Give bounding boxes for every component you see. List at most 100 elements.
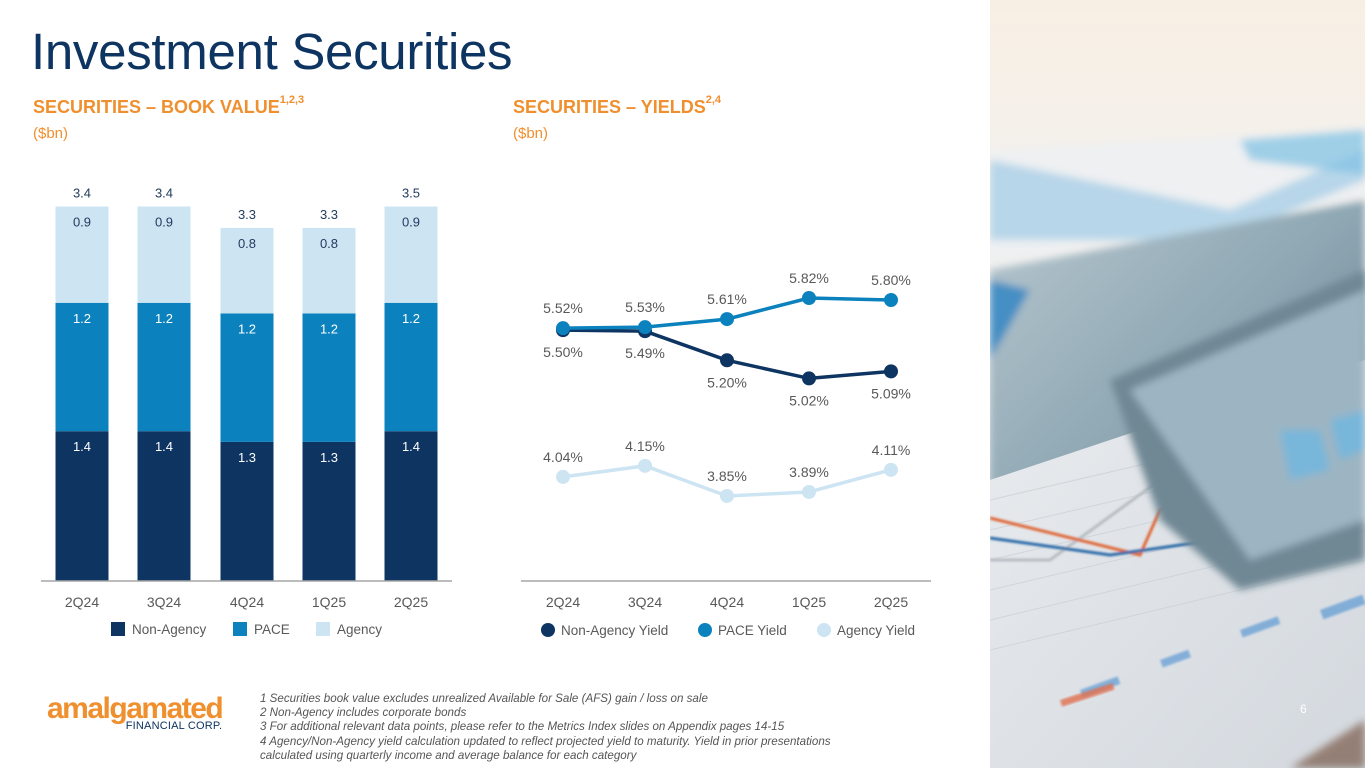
bar-segment-label: 0.8	[320, 236, 338, 251]
yields-title-text: SECURITIES – YIELDS	[513, 97, 706, 117]
logo-wordmark: amalgamated	[47, 692, 224, 725]
legend-label: Agency	[337, 622, 382, 637]
yields-unit: ($bn)	[513, 125, 549, 142]
bar-total-label: 3.4	[155, 186, 173, 201]
data-point	[720, 488, 734, 503]
x-axis-tick-label: 1Q25	[312, 594, 346, 610]
tablet-chart-photo	[990, 0, 1365, 768]
bar-segment-agency	[302, 227, 356, 314]
data-point	[802, 291, 816, 305]
legend-label: PACE	[254, 622, 290, 637]
bar-segment-agency	[137, 206, 191, 303]
data-point	[802, 484, 816, 499]
bar-segment-pace	[302, 313, 356, 442]
legend-label: Agency Yield	[837, 623, 915, 638]
footnote-2: 2 Non-Agency includes corporate bonds	[260, 706, 467, 720]
data-label: 4.04%	[543, 449, 583, 465]
legend-label: Non-Agency	[132, 622, 207, 637]
data-point	[556, 469, 570, 484]
slide-title: Investment Securities	[31, 23, 513, 80]
footnote-4: 4 Agency/Non-Agency yield calculation up…	[260, 734, 831, 748]
bar-segment-label: 0.9	[73, 215, 91, 230]
yields-footnote-ref: 2,4	[705, 94, 722, 106]
data-point	[884, 293, 898, 308]
bar-segment-label: 0.9	[155, 215, 173, 230]
data-label: 5.49%	[625, 345, 665, 361]
bar-segment-non-agency	[55, 431, 109, 581]
bar-segment-label: 0.9	[402, 215, 420, 230]
bar-segment-non-agency	[302, 441, 356, 581]
book-value-title-text: SECURITIES – BOOK VALUE	[33, 97, 280, 117]
legend-marker	[698, 623, 712, 637]
data-label: 4.15%	[625, 438, 665, 454]
company-logo: amalgamated FINANCIAL CORP.	[47, 692, 224, 733]
data-label: 5.09%	[871, 385, 911, 401]
book-value-footnote-ref: 1,2,3	[279, 94, 305, 106]
bar-segment-label: 1.2	[73, 311, 91, 326]
x-axis-tick-label: 3Q24	[147, 594, 181, 610]
x-axis-tick-label: 2Q24	[65, 594, 99, 610]
bar-segment-label: 1.4	[73, 439, 91, 454]
data-label: 5.53%	[625, 299, 665, 315]
data-point	[638, 320, 652, 335]
data-point	[720, 312, 734, 327]
bar-segment-pace	[384, 302, 438, 432]
data-point	[802, 371, 816, 386]
x-axis-tick-label: 2Q25	[394, 594, 428, 610]
bar-segment-non-agency	[137, 431, 191, 581]
x-axis-tick-label: 2Q24	[546, 594, 580, 610]
yields-line-chart: 5.50% 5.49% 5.20% 5.02% 5.09% 5.52% 5.53% 5.61%…	[521, 270, 931, 638]
legend-swatch	[111, 622, 125, 636]
bar-segment-agency	[220, 227, 274, 314]
data-label: 5.02%	[789, 392, 829, 408]
bar-segment-pace	[220, 313, 274, 442]
bar-total-label: 3.5	[402, 186, 420, 201]
data-point	[556, 321, 570, 336]
legend-label: PACE Yield	[718, 623, 787, 638]
data-label: 5.50%	[543, 344, 583, 360]
footnote-4-continued: calculated using quarterly income and av…	[260, 748, 637, 762]
book-value-bar-chart: 1.4 1.2 0.9 3.4 2Q24 1.4 1.2 0.9 3.4 3Q24 1.3 1.2 0.…	[41, 186, 452, 637]
bar-total-label: 3.3	[238, 207, 256, 222]
footnote-3: 3 For additional relevant data points, p…	[260, 720, 785, 734]
bar-segment-label: 1.2	[155, 311, 173, 326]
bar-segment-pace	[137, 302, 191, 432]
legend-swatch	[316, 622, 330, 636]
bar-total-label: 3.3	[320, 207, 338, 222]
decorative-photo	[990, 0, 1365, 768]
bar-segment-agency	[384, 206, 438, 303]
data-label: 3.89%	[789, 464, 829, 480]
data-label: 5.20%	[707, 374, 747, 390]
data-point	[884, 364, 898, 379]
footnotes: 1 Securities book value excludes unreali…	[260, 692, 831, 763]
data-label: 5.61%	[707, 291, 747, 307]
bar-total-label: 3.4	[73, 186, 91, 201]
bar-segment-non-agency	[384, 431, 438, 581]
data-label: 4.11%	[872, 442, 911, 458]
bar-segment-label: 1.3	[238, 450, 256, 465]
bar-segment-label: 1.4	[155, 439, 173, 454]
footnote-1: 1 Securities book value excludes unreali…	[260, 692, 708, 705]
data-label: 5.80%	[871, 272, 911, 288]
bar-segment-label: 1.2	[320, 322, 338, 337]
bar-segment-label: 1.4	[402, 439, 420, 454]
bar-segment-label: 0.8	[238, 236, 256, 251]
data-label: 5.82%	[789, 270, 829, 286]
bar-segment-label: 1.2	[238, 322, 256, 337]
data-point	[884, 462, 898, 477]
data-point	[638, 458, 652, 473]
data-point	[720, 353, 734, 368]
x-axis-tick-label: 4Q24	[710, 594, 744, 610]
legend-marker	[817, 623, 831, 637]
x-axis-tick-label: 1Q25	[792, 594, 826, 610]
data-label: 3.85%	[707, 468, 747, 484]
data-label: 5.52%	[543, 300, 583, 316]
legend-label: Non-Agency Yield	[561, 623, 668, 638]
bar-segment-label: 1.3	[320, 450, 338, 465]
x-axis-tick-label: 2Q25	[874, 594, 908, 610]
legend-swatch	[233, 622, 247, 636]
bar-segment-pace	[55, 302, 109, 432]
logo-subtitle: FINANCIAL CORP.	[125, 720, 223, 732]
page-number: 6	[1300, 702, 1307, 716]
book-value-unit: ($bn)	[33, 125, 69, 142]
